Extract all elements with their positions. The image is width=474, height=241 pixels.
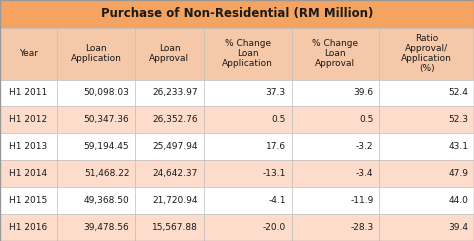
Bar bbox=[57, 160, 135, 187]
Bar bbox=[292, 80, 379, 107]
Bar bbox=[135, 28, 204, 80]
Bar bbox=[292, 214, 379, 241]
Text: 52.4: 52.4 bbox=[448, 88, 468, 98]
Text: 37.3: 37.3 bbox=[266, 88, 286, 98]
Text: -11.9: -11.9 bbox=[350, 196, 374, 205]
Text: 39.4: 39.4 bbox=[448, 223, 468, 232]
Text: 50,347.36: 50,347.36 bbox=[83, 115, 129, 124]
Text: 50,098.03: 50,098.03 bbox=[83, 88, 129, 98]
Text: Loan
Application: Loan Application bbox=[71, 44, 121, 63]
Bar bbox=[135, 133, 204, 160]
Bar bbox=[292, 133, 379, 160]
Text: Purchase of Non-Residential (RM Million): Purchase of Non-Residential (RM Million) bbox=[101, 7, 373, 20]
Text: 51,468.22: 51,468.22 bbox=[84, 169, 129, 178]
Text: H1 2015: H1 2015 bbox=[9, 196, 47, 205]
Bar bbox=[379, 80, 474, 107]
Text: 43.1: 43.1 bbox=[448, 142, 468, 151]
Text: -4.1: -4.1 bbox=[268, 196, 286, 205]
Bar bbox=[204, 107, 292, 133]
Text: Ratio
Approval/
Application
(%): Ratio Approval/ Application (%) bbox=[401, 34, 452, 73]
Bar bbox=[204, 133, 292, 160]
Bar bbox=[379, 160, 474, 187]
Bar bbox=[292, 187, 379, 214]
Bar bbox=[292, 107, 379, 133]
Text: 44.0: 44.0 bbox=[448, 196, 468, 205]
Bar bbox=[292, 160, 379, 187]
Text: H1 2013: H1 2013 bbox=[9, 142, 47, 151]
Bar bbox=[57, 28, 135, 80]
Text: 52.3: 52.3 bbox=[448, 115, 468, 124]
Text: -3.2: -3.2 bbox=[356, 142, 374, 151]
Bar bbox=[379, 28, 474, 80]
Text: H1 2014: H1 2014 bbox=[9, 169, 47, 178]
Bar bbox=[135, 107, 204, 133]
Bar bbox=[0, 80, 57, 107]
Bar bbox=[204, 160, 292, 187]
Bar bbox=[292, 28, 379, 80]
Bar bbox=[0, 28, 57, 80]
Bar bbox=[0, 0, 474, 28]
Text: -20.0: -20.0 bbox=[263, 223, 286, 232]
Bar bbox=[204, 187, 292, 214]
Text: % Change
Loan
Approval: % Change Loan Approval bbox=[312, 39, 358, 68]
Bar bbox=[135, 160, 204, 187]
Text: % Change
Loan
Application: % Change Loan Application bbox=[222, 39, 273, 68]
Text: 0.5: 0.5 bbox=[272, 115, 286, 124]
Bar bbox=[0, 214, 57, 241]
Text: H1 2016: H1 2016 bbox=[9, 223, 47, 232]
Text: H1 2011: H1 2011 bbox=[9, 88, 47, 98]
Text: 25,497.94: 25,497.94 bbox=[153, 142, 198, 151]
Bar bbox=[379, 107, 474, 133]
Bar bbox=[204, 28, 292, 80]
Bar bbox=[57, 133, 135, 160]
Bar bbox=[0, 187, 57, 214]
Bar bbox=[0, 160, 57, 187]
Bar bbox=[57, 107, 135, 133]
Text: 47.9: 47.9 bbox=[448, 169, 468, 178]
Bar bbox=[57, 80, 135, 107]
Text: 15,567.88: 15,567.88 bbox=[152, 223, 198, 232]
Bar bbox=[0, 133, 57, 160]
Text: Loan
Approval: Loan Approval bbox=[149, 44, 190, 63]
Bar bbox=[379, 187, 474, 214]
Text: 26,352.76: 26,352.76 bbox=[153, 115, 198, 124]
Bar bbox=[135, 187, 204, 214]
Bar bbox=[57, 214, 135, 241]
Text: Year: Year bbox=[19, 49, 38, 58]
Bar bbox=[135, 80, 204, 107]
Text: 49,368.50: 49,368.50 bbox=[83, 196, 129, 205]
Text: 0.5: 0.5 bbox=[359, 115, 374, 124]
Text: 24,642.37: 24,642.37 bbox=[153, 169, 198, 178]
Bar bbox=[57, 187, 135, 214]
Text: 17.6: 17.6 bbox=[266, 142, 286, 151]
Text: 39.6: 39.6 bbox=[354, 88, 374, 98]
Text: 39,478.56: 39,478.56 bbox=[83, 223, 129, 232]
Text: -3.4: -3.4 bbox=[356, 169, 374, 178]
Text: 59,194.45: 59,194.45 bbox=[84, 142, 129, 151]
Bar bbox=[0, 107, 57, 133]
Bar bbox=[379, 214, 474, 241]
Text: -13.1: -13.1 bbox=[263, 169, 286, 178]
Text: 21,720.94: 21,720.94 bbox=[153, 196, 198, 205]
Bar bbox=[204, 80, 292, 107]
Bar bbox=[379, 133, 474, 160]
Bar bbox=[204, 214, 292, 241]
Text: H1 2012: H1 2012 bbox=[9, 115, 47, 124]
Text: -28.3: -28.3 bbox=[350, 223, 374, 232]
Bar bbox=[135, 214, 204, 241]
Text: 26,233.97: 26,233.97 bbox=[153, 88, 198, 98]
